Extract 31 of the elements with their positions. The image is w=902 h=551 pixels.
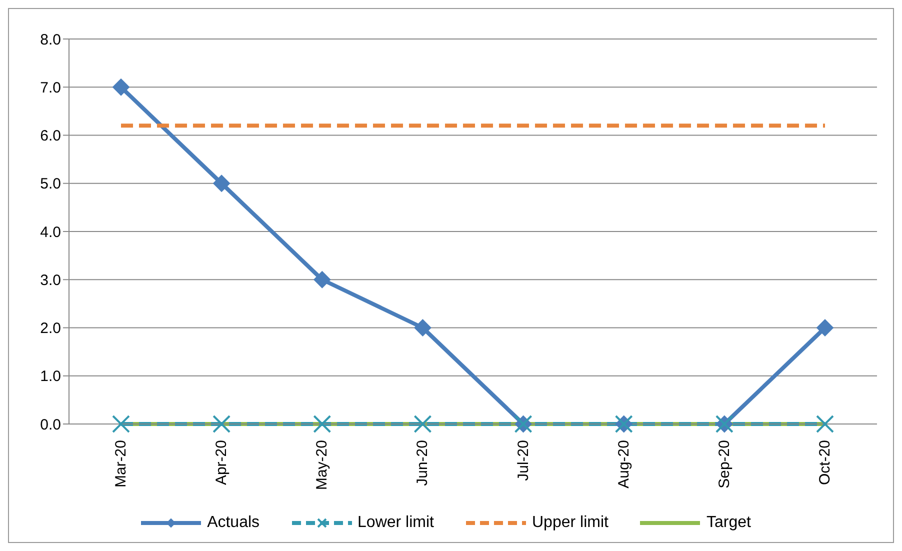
point [816, 319, 834, 336]
point [414, 415, 432, 433]
legend-label: Actuals [207, 514, 260, 532]
y-tick-label: 6.0 [40, 128, 61, 145]
x-tick-label: Jun-20 [414, 440, 432, 486]
point [314, 271, 331, 288]
point [414, 319, 432, 336]
y-tick-label: 8.0 [40, 31, 61, 48]
y-tick-label: 7.0 [40, 79, 61, 96]
point [213, 174, 230, 192]
legend-label: Lower limit [358, 514, 434, 532]
y-tick-label: 5.0 [40, 176, 61, 193]
y-tick-label: 4.0 [40, 224, 61, 241]
point [112, 78, 130, 96]
legend-label: Target [706, 514, 751, 532]
point [112, 415, 130, 433]
legend-label: Upper limit [532, 514, 608, 532]
x-tick-label: Jul-20 [514, 440, 532, 481]
y-tick-label: 0.0 [40, 416, 61, 434]
y-tick-label: 1.0 [40, 368, 61, 386]
point [212, 415, 231, 433]
x-tick-label: Mar-20 [112, 440, 130, 488]
x-tick-label: Sep-20 [716, 440, 733, 488]
x-tick-label: Oct-20 [816, 440, 834, 486]
y-tick-label: 3.0 [40, 272, 61, 289]
x-tick-label: May-20 [314, 440, 331, 490]
x-tick-label: Apr-20 [213, 440, 230, 486]
point [816, 415, 834, 433]
point [313, 415, 332, 433]
x-tick-label: Aug-20 [615, 440, 632, 488]
y-tick-label: 2.0 [40, 320, 61, 338]
